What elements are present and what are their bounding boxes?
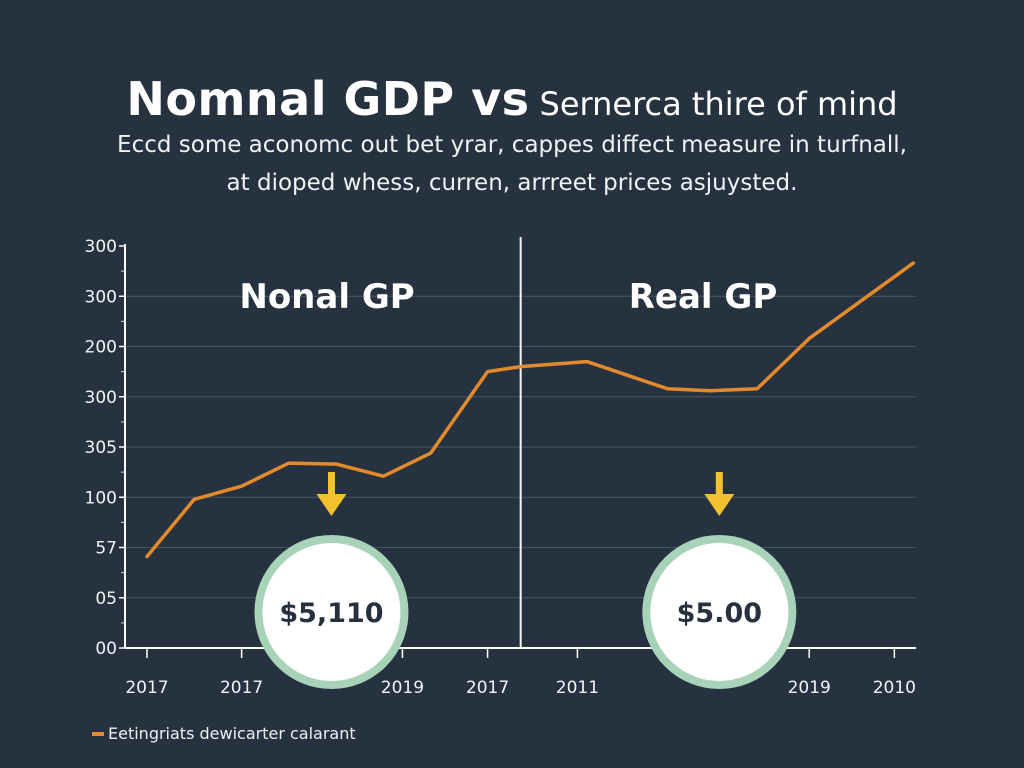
down-arrow-icon (715, 472, 723, 494)
y-tick-label: 00 (95, 639, 117, 659)
down-arrow-icon (704, 494, 735, 516)
legend-swatch (92, 731, 104, 736)
x-tick-label: 2017 (466, 678, 509, 698)
panel-label-nominal: Nonal GP (239, 277, 414, 317)
x-tick-label: 2019 (788, 678, 831, 698)
panel-label-real: Real GP (629, 277, 778, 317)
chart-title: Nomnal GDP vs Sernerca thire of mind (0, 72, 1024, 126)
legend-label: Eetingriats dewicarter calarant (108, 724, 356, 743)
x-tick-label: 2017 (125, 678, 168, 698)
callout-value: $5.00 (677, 598, 762, 629)
y-tick-label: 05 (95, 589, 117, 609)
x-tick-label: 2011 (556, 678, 599, 698)
down-arrow-icon (327, 472, 335, 494)
subtitle-line-2: at dioped whess, curren, arrreet prices … (226, 170, 798, 196)
title-rest: Sernerca thire of mind (539, 85, 898, 123)
x-tick-label: 2017 (220, 678, 263, 698)
y-tick-label: 100 (85, 488, 117, 508)
x-tick-label: 2010 (873, 678, 916, 698)
x-tick-label: 2019 (381, 678, 424, 698)
y-tick-label: 300 (85, 237, 117, 257)
y-tick-label: 300 (85, 388, 117, 408)
down-arrow-icon (316, 494, 347, 516)
callout-circle (254, 535, 409, 689)
title-main: Nomnal GDP vs (126, 72, 530, 126)
y-tick-label: 305 (85, 438, 117, 458)
callout-circle (642, 535, 797, 689)
callout-value: $5,110 (279, 598, 383, 629)
y-tick-label: 200 (85, 338, 117, 358)
subtitle-line-1: Eccd some aconomc out bet yrar, cappes d… (117, 132, 907, 158)
y-tick-label: 57 (95, 539, 117, 559)
y-tick-label: 300 (85, 287, 117, 307)
legend: Eetingriats dewicarter calarant (92, 724, 356, 743)
